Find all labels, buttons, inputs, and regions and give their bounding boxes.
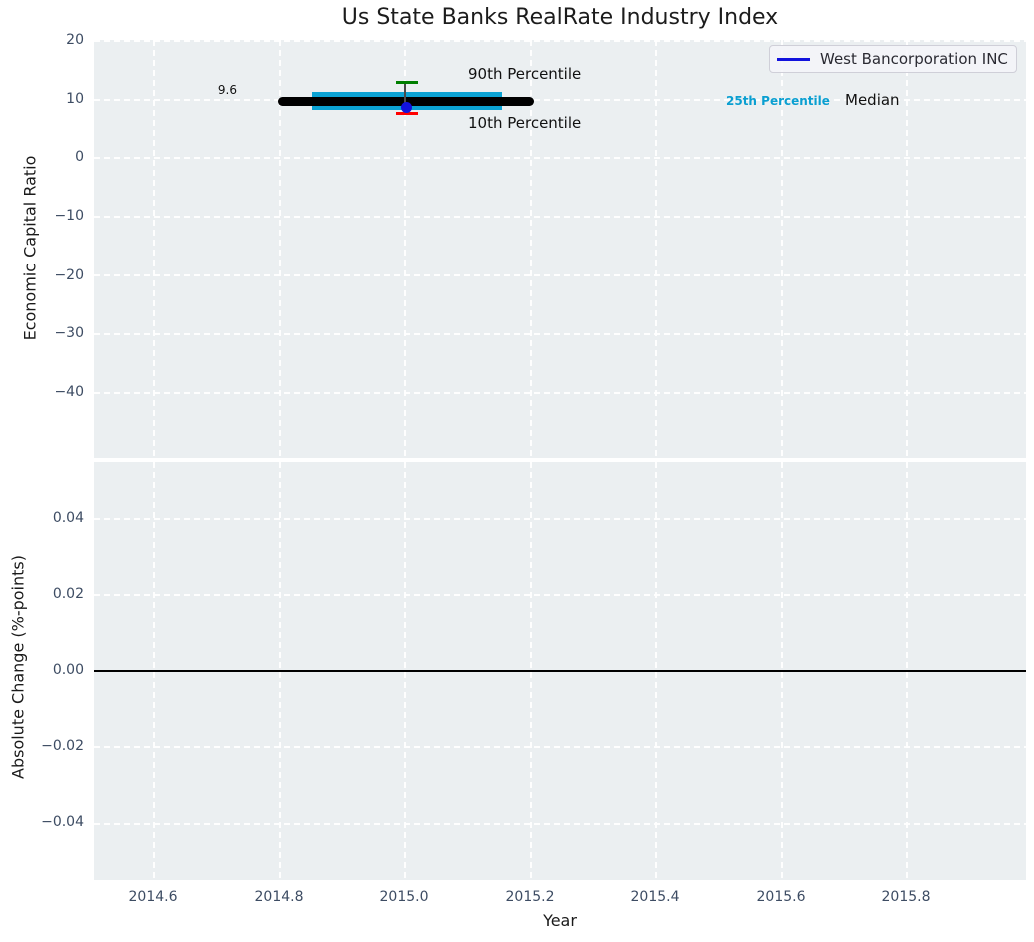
legend-line-sample [777, 57, 810, 61]
gridline [94, 746, 1026, 748]
gridline [94, 99, 1026, 101]
bottom-ytick-n004: −0.04 [41, 814, 84, 830]
median-value-label: 9.6 [217, 83, 237, 97]
top-ytick-n40: −40 [54, 384, 84, 400]
gridline [94, 157, 1026, 159]
gridline [906, 40, 908, 458]
gridline [404, 40, 406, 458]
gridline [655, 40, 657, 458]
gridline [781, 40, 783, 458]
top-ytick-n20: −20 [54, 267, 84, 283]
bottom-plot-area [94, 462, 1026, 880]
xtick-2015-6: 2015.6 [756, 889, 806, 905]
gridline [530, 40, 532, 458]
zero-change-line [94, 670, 1026, 672]
xtick-2015-2: 2015.2 [505, 889, 555, 905]
top-ytick-20: 20 [66, 32, 84, 48]
median-label: Median [845, 91, 900, 109]
xtick-2015-4: 2015.4 [630, 889, 680, 905]
top-ytick-n10: −10 [54, 208, 84, 224]
top-y-axis-label: Economic Capital Ratio [20, 155, 40, 341]
gridline [94, 518, 1026, 520]
gridline [94, 40, 1026, 42]
company-data-point [401, 102, 412, 113]
top-ytick-0: 0 [75, 149, 84, 165]
90th-percentile-cap [396, 81, 418, 84]
gridline [94, 216, 1026, 218]
gridline [94, 594, 1026, 596]
xtick-2015-0: 2015.0 [379, 889, 429, 905]
gridline [279, 40, 281, 458]
90th-percentile-label: 90th Percentile [468, 65, 582, 83]
xtick-2014-8: 2014.8 [254, 889, 304, 905]
gridline [94, 274, 1026, 276]
gridline [153, 40, 155, 458]
bottom-ytick-004: 0.04 [52, 510, 84, 526]
25th-percentile-label: 25th Percentile [726, 94, 830, 108]
legend: West Bancorporation INC [769, 45, 1017, 73]
xtick-2014-6: 2014.6 [128, 889, 178, 905]
median-line [278, 97, 534, 106]
bottom-ytick-002: 0.02 [52, 586, 84, 602]
gridline [94, 823, 1026, 825]
bottom-ytick-000: 0.00 [52, 662, 84, 678]
legend-label: West Bancorporation INC [820, 50, 1008, 68]
chart-title: Us State Banks RealRate Industry Index [341, 5, 779, 30]
x-axis-label: Year [543, 911, 577, 930]
gridline [94, 333, 1026, 335]
10th-percentile-label: 10th Percentile [468, 114, 582, 132]
xtick-2015-8: 2015.8 [881, 889, 931, 905]
whisker-line [404, 83, 406, 103]
bottom-ytick-n002: −0.02 [41, 738, 84, 754]
top-ytick-n30: −30 [54, 325, 84, 341]
top-plot-area: 9.6 90th Percentile 10th Percentile 25th… [94, 40, 1026, 458]
10th-percentile-cap [396, 112, 418, 115]
top-ytick-10: 10 [66, 91, 84, 107]
gridline [94, 392, 1026, 394]
